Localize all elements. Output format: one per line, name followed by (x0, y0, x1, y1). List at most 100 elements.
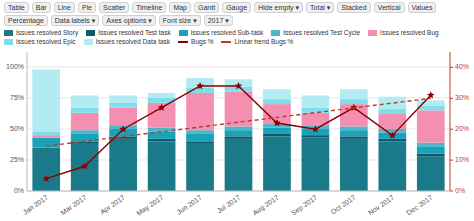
legend-swatch (368, 30, 377, 36)
legend-label: Issues resolved Sub-task (191, 29, 264, 37)
bar-segment (186, 130, 214, 134)
legend-swatch (4, 30, 13, 36)
x-tick-label: Jan 2017 (22, 193, 50, 215)
toolbar-item: Vertical (374, 2, 405, 13)
chart-svg: 0%25%50%75%100%0%10%20%30%40%Jan 2017Mar… (0, 46, 474, 221)
legend-swatch (221, 41, 231, 43)
bar-segment (378, 109, 406, 114)
toolbar-item: Map (169, 2, 191, 13)
y-axis (27, 52, 28, 191)
y-tick-label: 100% (6, 63, 24, 70)
bar-segment (263, 128, 291, 134)
bar-segment (32, 138, 60, 148)
header: TableBarLinePieScatterTimelineMapGanttGa… (0, 0, 474, 46)
x-tick-label: Mar 2017 (59, 193, 87, 216)
legend-item: Issues resolved Test Cycle (271, 29, 360, 37)
toolbar-item: Percentage (4, 15, 48, 26)
bar-segment (32, 148, 60, 191)
legend-item: Linear trend Bugs % (221, 38, 293, 46)
line-marker (158, 104, 166, 111)
line-marker (427, 91, 435, 98)
toolbar-item: Hide empty ▾ (254, 2, 303, 13)
y2-tick-label: 20% (455, 125, 469, 132)
bar-segment (109, 108, 137, 125)
bar-segment (186, 144, 214, 191)
y-tick-label: 25% (10, 156, 24, 163)
bar-segment (148, 141, 176, 191)
toolbar-item: Table (4, 2, 29, 13)
bar-segment (32, 69, 60, 131)
x-axis (27, 191, 450, 192)
legend-label: Issues resolved Test Cycle (283, 29, 360, 37)
grid-line (27, 66, 450, 67)
bar-segment (109, 139, 137, 191)
bar-segment (417, 156, 445, 191)
y-tick-label: 50% (10, 125, 24, 132)
bar-segment (378, 114, 406, 129)
bar-segment (186, 141, 214, 143)
legend-item: Bugs % (178, 38, 213, 46)
legend-item: Issues resolved Sub-task (179, 29, 264, 37)
y2-tick-label: 0% (455, 187, 465, 194)
bar-segment (340, 130, 368, 136)
bar-segment (71, 95, 99, 107)
bar-segment (71, 113, 99, 130)
legend-swatch (86, 30, 95, 36)
bar-segment (32, 135, 60, 137)
toolbar: TableBarLinePieScatterTimelineMapGanttGa… (4, 2, 470, 26)
x-tick-label: Aug 2017 (251, 193, 280, 217)
legend-swatch (4, 39, 13, 45)
x-tick-label: Jun 2017 (175, 193, 203, 215)
legend-label: Issues resolved Data task (96, 38, 170, 46)
legend-swatch (271, 30, 280, 36)
legend-item: Issues resolved Data task (84, 38, 170, 46)
line (46, 86, 431, 179)
x-tick-label: Apr 2017 (99, 193, 127, 216)
x-tick-label: Sep 2017 (290, 193, 319, 217)
bar-segment (148, 93, 176, 98)
bar-segment (417, 154, 445, 156)
legend-label: Issues resolved Bug (380, 29, 439, 37)
bar-segment (148, 103, 176, 128)
bar-segment (340, 139, 368, 191)
plot-area (32, 69, 444, 191)
x-tick-label: Nov 2017 (367, 193, 396, 216)
bar-segment (417, 146, 445, 153)
toolbar-item: Line (54, 2, 75, 13)
bar-segment (71, 130, 99, 134)
line-marker (235, 82, 243, 89)
bar-segment (378, 97, 406, 109)
y2-axis (450, 52, 451, 191)
bar-segment (417, 143, 445, 147)
bar-segment (302, 135, 330, 137)
legend-label: Issues resolved Epic (16, 38, 76, 46)
toolbar-item: Font size ▾ (159, 15, 201, 26)
bar-segment (186, 93, 214, 130)
toolbar-item: Timeline (132, 2, 166, 13)
bar-segment (71, 144, 99, 191)
bar-segment (302, 138, 330, 191)
toolbar-item: Data labels ▾ (51, 15, 99, 26)
bar-segment (148, 128, 176, 132)
toolbar-item: Axes options ▾ (102, 15, 156, 26)
legend-item: Issues resolved Bug (368, 29, 439, 37)
bar-segment (32, 131, 60, 135)
line-marker (196, 82, 204, 89)
line-marker (42, 175, 50, 182)
line-marker (312, 125, 320, 132)
line-marker (81, 162, 89, 169)
trend-line (46, 98, 431, 146)
x-tick-label: May 2017 (135, 193, 165, 217)
bar-segment (263, 89, 291, 99)
legend-label: Issues resolved Story (16, 29, 78, 37)
bar-segment (186, 134, 214, 141)
legend-item: Issues resolved Story (4, 29, 78, 37)
bar-segment (148, 139, 176, 141)
bar-segment (302, 95, 330, 107)
bar-segment (71, 108, 99, 113)
line-marker (273, 119, 281, 126)
legend-label: Linear trend Bugs % (234, 38, 293, 46)
toolbar-item: Stacked (337, 2, 370, 13)
toolbar-item: Gantt (194, 2, 219, 13)
bar-segment (340, 136, 368, 138)
